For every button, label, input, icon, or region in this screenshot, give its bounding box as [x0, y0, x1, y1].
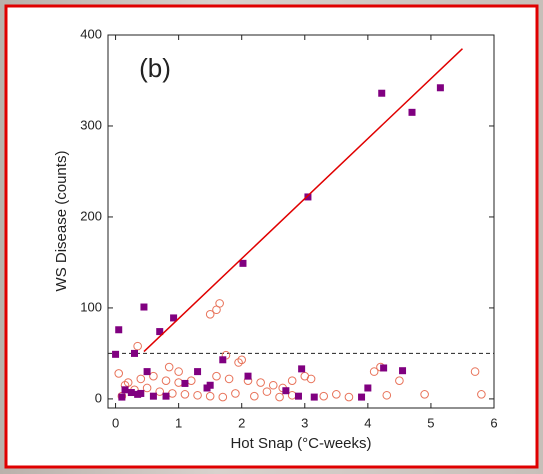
data-point [310, 393, 318, 401]
data-point [206, 381, 214, 389]
frame [4, 4, 539, 469]
data-point [358, 393, 366, 401]
data-point [378, 89, 386, 97]
data-point [143, 368, 151, 376]
data-point [287, 376, 297, 386]
y-tick-label: 200 [80, 208, 102, 223]
data-point [181, 379, 189, 387]
data-point [224, 374, 234, 384]
data-point [174, 367, 183, 376]
data-point [193, 390, 202, 400]
data-point [369, 367, 379, 376]
data-point [121, 386, 129, 394]
data-point [136, 374, 146, 384]
data-point [219, 356, 227, 364]
x-tick-label: 4 [364, 415, 371, 430]
x-tick-label: 2 [238, 415, 245, 430]
data-point [142, 383, 152, 393]
panel-label: (b) [139, 53, 171, 83]
y-tick-label: 400 [80, 26, 102, 41]
data-point [237, 355, 247, 365]
data-point [161, 376, 171, 386]
data-point [149, 371, 158, 381]
data-point [114, 369, 124, 378]
data-point [319, 391, 329, 401]
data-point [420, 390, 429, 399]
data-point [477, 390, 486, 399]
data-point [164, 362, 174, 372]
data-point [262, 387, 272, 396]
data-point [212, 371, 221, 381]
data-point [127, 389, 135, 397]
data-point [395, 376, 404, 386]
data-point [156, 328, 164, 336]
data-point [256, 378, 265, 387]
data-point [294, 392, 302, 400]
data-point [364, 384, 372, 392]
data-point [155, 387, 165, 396]
data-point [137, 389, 145, 397]
data-point [194, 368, 202, 376]
data-point [231, 389, 240, 398]
x-tick-label: 1 [175, 415, 182, 430]
data-point [205, 391, 215, 401]
data-point [399, 367, 407, 375]
data-point [112, 350, 120, 358]
data-point [205, 309, 215, 319]
data-point [118, 393, 126, 401]
data-point [268, 380, 278, 390]
x-tick-label: 5 [427, 415, 434, 430]
data-point [332, 390, 341, 399]
data-point [298, 365, 306, 373]
data-point [218, 392, 228, 402]
data-point [244, 372, 252, 380]
data-point [436, 84, 444, 92]
x-tick-label: 6 [490, 415, 497, 430]
data-point [130, 349, 138, 357]
x-axis-label: Hot Snap (°C-weeks) [230, 435, 371, 452]
x-tick-label: 0 [112, 415, 119, 430]
fit-line [143, 48, 463, 353]
data-point [239, 259, 247, 267]
data-point [470, 367, 480, 376]
data-point [344, 392, 354, 402]
data-point [275, 392, 284, 402]
data-point [380, 364, 388, 372]
y-axis-label: WS Disease (counts) [53, 151, 70, 292]
data-point [304, 193, 312, 201]
data-point [282, 387, 290, 395]
x-tick-label: 3 [301, 415, 308, 430]
data-point [170, 314, 178, 322]
plot-box [107, 34, 495, 409]
data-point [140, 303, 148, 311]
data-point [234, 358, 243, 367]
y-tick-label: 0 [95, 390, 102, 405]
data-point [212, 305, 221, 315]
y-tick-label: 300 [80, 117, 102, 132]
data-point [250, 391, 259, 401]
data-point [180, 390, 190, 399]
data-point [408, 108, 416, 116]
data-point [115, 326, 123, 334]
data-point [149, 392, 157, 400]
data-point [382, 390, 392, 400]
data-point [162, 392, 170, 400]
y-tick-label: 100 [80, 299, 102, 314]
